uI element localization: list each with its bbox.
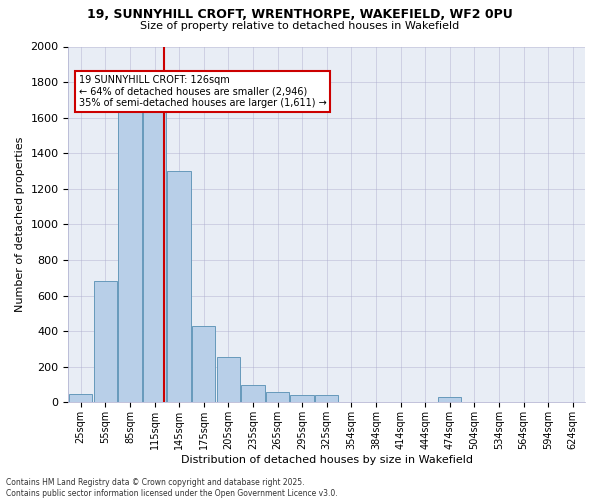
- Bar: [290, 395, 314, 402]
- Bar: [266, 392, 289, 402]
- Bar: [217, 357, 240, 403]
- Text: 19, SUNNYHILL CROFT, WRENTHORPE, WAKEFIELD, WF2 0PU: 19, SUNNYHILL CROFT, WRENTHORPE, WAKEFIE…: [87, 8, 513, 20]
- X-axis label: Distribution of detached houses by size in Wakefield: Distribution of detached houses by size …: [181, 455, 473, 465]
- Bar: [69, 394, 92, 402]
- Bar: [192, 326, 215, 402]
- Bar: [94, 282, 117, 403]
- Y-axis label: Number of detached properties: Number of detached properties: [15, 137, 25, 312]
- Bar: [118, 112, 142, 403]
- Text: Size of property relative to detached houses in Wakefield: Size of property relative to detached ho…: [140, 21, 460, 31]
- Bar: [167, 171, 191, 402]
- Bar: [315, 395, 338, 402]
- Text: 19 SUNNYHILL CROFT: 126sqm
← 64% of detached houses are smaller (2,946)
35% of s: 19 SUNNYHILL CROFT: 126sqm ← 64% of deta…: [79, 75, 326, 108]
- Bar: [143, 82, 166, 402]
- Bar: [438, 397, 461, 402]
- Bar: [241, 384, 265, 402]
- Text: Contains HM Land Registry data © Crown copyright and database right 2025.
Contai: Contains HM Land Registry data © Crown c…: [6, 478, 338, 498]
